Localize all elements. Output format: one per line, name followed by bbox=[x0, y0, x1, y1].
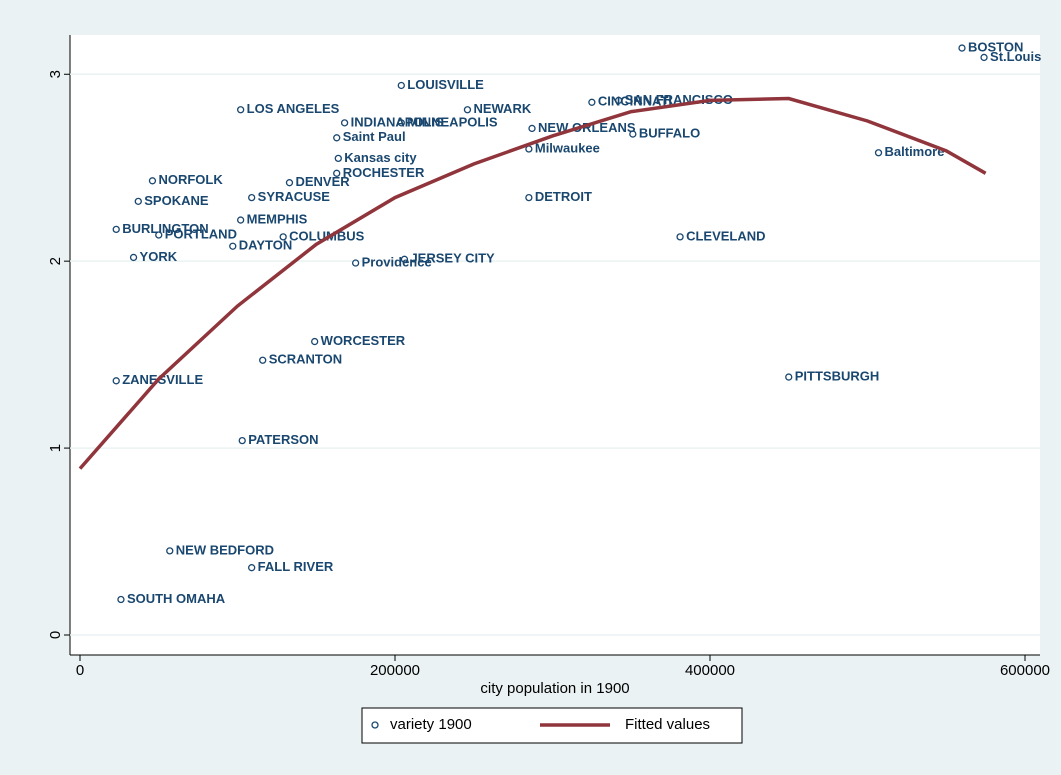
point-label: PORTLAND bbox=[165, 226, 237, 241]
point bbox=[148, 177, 157, 185]
point bbox=[117, 595, 125, 604]
point-label: SCRANTON bbox=[269, 352, 342, 367]
point bbox=[279, 233, 287, 241]
point bbox=[785, 373, 793, 381]
point-label: LOUISVILLE bbox=[407, 77, 484, 92]
point bbox=[351, 259, 360, 267]
point bbox=[236, 106, 245, 114]
point bbox=[333, 134, 341, 142]
point bbox=[112, 225, 120, 234]
point-label: FALL RIVER bbox=[258, 559, 334, 574]
point-label: St.Louis bbox=[990, 49, 1041, 64]
point bbox=[134, 197, 142, 206]
point bbox=[155, 231, 163, 239]
point bbox=[166, 547, 174, 555]
point-label: SAN FRANCISCO bbox=[625, 92, 733, 107]
point bbox=[285, 179, 294, 187]
x-tick-label: 200000 bbox=[370, 662, 420, 679]
x-tick-label: 600000 bbox=[1000, 662, 1050, 679]
point bbox=[236, 216, 245, 224]
point-label: JERSEY CITY bbox=[410, 251, 495, 266]
point bbox=[400, 255, 409, 263]
point bbox=[614, 96, 623, 105]
legend-label: Fitted values bbox=[625, 716, 710, 733]
point-label: Milwaukee bbox=[535, 140, 600, 155]
point bbox=[874, 149, 883, 157]
point-label: NEWARK bbox=[473, 101, 531, 116]
point-label: SYRACUSE bbox=[258, 189, 331, 204]
point bbox=[958, 44, 966, 52]
point-label: Saint Paul bbox=[343, 129, 406, 144]
point bbox=[129, 253, 138, 262]
point-label: PITTSBURGH bbox=[795, 368, 880, 383]
plot-area bbox=[70, 35, 1040, 655]
point bbox=[229, 242, 237, 250]
point-label: Kansas city bbox=[344, 150, 417, 165]
point bbox=[333, 169, 341, 177]
point-label: CLEVELAND bbox=[686, 228, 765, 243]
x-axis-label: city population in 1900 bbox=[480, 680, 629, 697]
point-label: BOSTON bbox=[968, 40, 1023, 55]
point bbox=[528, 124, 536, 133]
point bbox=[334, 154, 342, 163]
point bbox=[676, 233, 684, 241]
point bbox=[311, 337, 319, 346]
x-tick-label: 0 bbox=[76, 662, 84, 679]
fit-line bbox=[78, 96, 987, 470]
point-label: MEMPHIS bbox=[247, 211, 308, 226]
point-label: COLUMBUS bbox=[289, 228, 364, 243]
point-label: WORCESTER bbox=[321, 333, 406, 348]
point-label: NORFOLK bbox=[158, 172, 223, 187]
point-label: SOUTH OMAHA bbox=[127, 591, 226, 606]
y-tick-label: 2 bbox=[47, 257, 64, 265]
point-label: MINNEAPOLIS bbox=[407, 114, 498, 129]
point bbox=[397, 81, 405, 90]
point-label: BUFFALO bbox=[639, 126, 700, 141]
point-label: ZANESVILLE bbox=[122, 372, 203, 387]
point-label: NEW BEDFORD bbox=[176, 542, 274, 557]
point bbox=[629, 130, 637, 138]
point bbox=[248, 564, 256, 572]
point-label: NEW ORLEANS bbox=[538, 120, 636, 135]
point bbox=[980, 53, 988, 62]
point bbox=[112, 377, 120, 385]
legend-key bbox=[371, 721, 379, 729]
point-label: CINCINNATI bbox=[598, 94, 672, 109]
y-tick-label: 3 bbox=[47, 70, 64, 78]
point bbox=[340, 119, 349, 127]
point-label: DAYTON bbox=[239, 238, 292, 253]
point-label: Providence bbox=[362, 254, 432, 269]
point bbox=[463, 106, 472, 114]
point-label: Baltimore bbox=[885, 144, 945, 159]
point-label: YORK bbox=[140, 249, 178, 264]
point-label: INDIANAPOLIS bbox=[351, 114, 445, 129]
point-label: PATERSON bbox=[248, 432, 318, 447]
point-label: BURLINGTON bbox=[122, 221, 208, 236]
point-label: LOS ANGELES bbox=[247, 101, 340, 116]
point-label: ROCHESTER bbox=[343, 165, 425, 180]
point bbox=[238, 436, 246, 445]
y-tick-label: 1 bbox=[47, 444, 64, 452]
legend-label: variety 1900 bbox=[390, 716, 472, 733]
point bbox=[525, 193, 533, 202]
point bbox=[248, 193, 256, 202]
point bbox=[588, 98, 596, 106]
x-tick-label: 400000 bbox=[685, 662, 735, 679]
point bbox=[259, 356, 267, 364]
point-label: DETROIT bbox=[535, 189, 592, 204]
point bbox=[397, 119, 405, 127]
point-label: DENVER bbox=[295, 174, 350, 189]
y-tick-label: 0 bbox=[47, 631, 64, 639]
point-label: SPOKANE bbox=[144, 193, 209, 208]
